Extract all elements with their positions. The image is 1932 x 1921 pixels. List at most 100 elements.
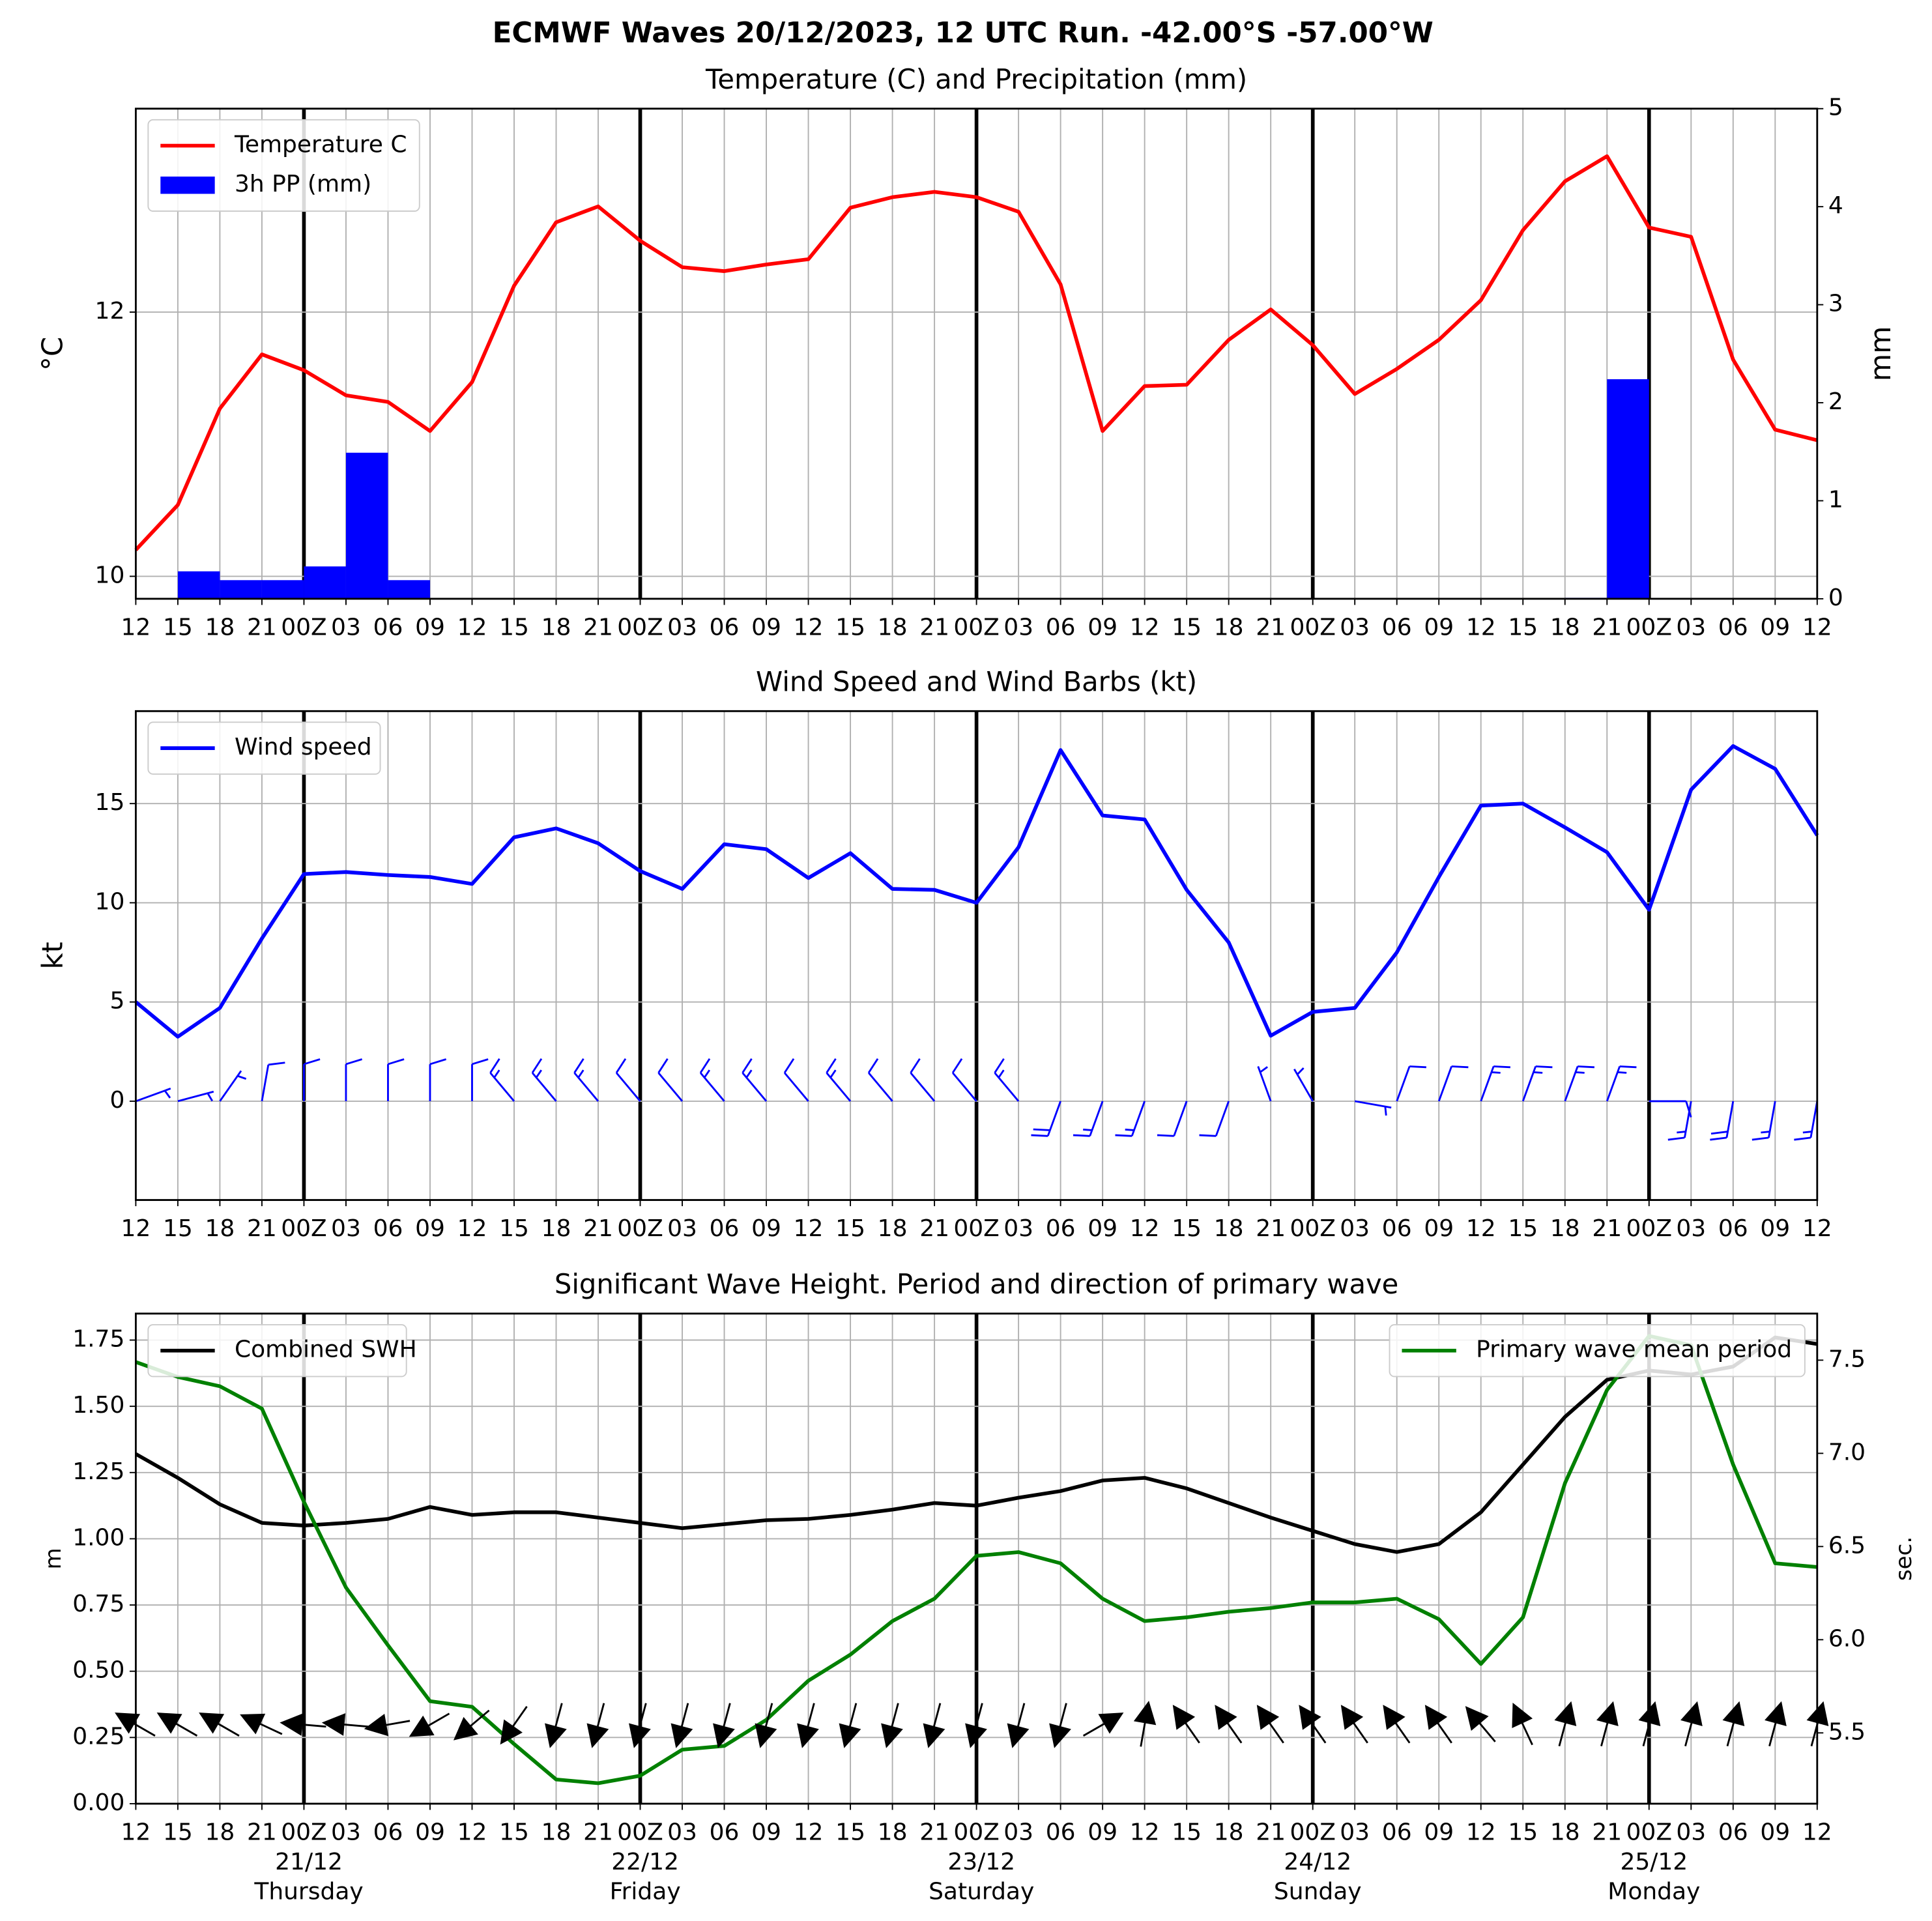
wave-arrow <box>965 1703 987 1748</box>
wave-arrow <box>670 1703 693 1748</box>
super-title: ECMWF Waves 20/12/2023, 12 UTC Run. -42.… <box>493 17 1434 50</box>
x-tick-label: 12 <box>1802 1819 1832 1845</box>
wave-arrow <box>586 1703 609 1748</box>
y-tick-label: 0 <box>109 1087 124 1114</box>
x-tick-label: 06 <box>1046 1819 1076 1845</box>
legend-label: Wind speed <box>235 734 372 760</box>
x-tick-label: 06 <box>1382 1215 1412 1242</box>
wind-barb <box>699 1058 725 1102</box>
wind-barb <box>531 1058 557 1102</box>
x-tick-label: 15 <box>1172 614 1202 641</box>
x-tick-label: 00Z <box>617 614 663 641</box>
x-tick-label: 09 <box>1760 1215 1790 1242</box>
x-tick-label: 03 <box>667 614 697 641</box>
x-tick-label: 12 <box>1130 1215 1160 1242</box>
wave-arrow <box>755 1703 777 1748</box>
y2-tick-label: 5.5 <box>1828 1718 1866 1745</box>
bar <box>1607 379 1649 599</box>
x-tick-label: 09 <box>1088 614 1117 641</box>
x-tick-label: 03 <box>1003 1215 1033 1242</box>
wind-barb <box>1199 1101 1230 1137</box>
legend-label: Combined SWH <box>235 1336 417 1363</box>
x-tick-label: 21 <box>247 614 277 641</box>
x-tick-label: 03 <box>1676 1819 1706 1845</box>
y-tick-label: 1.50 <box>72 1392 124 1419</box>
y-axis-label: m <box>40 1548 66 1569</box>
x-tick-label: 00Z <box>1626 614 1672 641</box>
x-tick-label: 00Z <box>1290 614 1335 641</box>
wave-arrow <box>1172 1705 1200 1744</box>
wave-arrow <box>1680 1701 1703 1747</box>
wind-barb <box>1710 1101 1735 1141</box>
x-tick-label: 18 <box>205 1819 235 1845</box>
wind-barb <box>1480 1065 1510 1102</box>
wave-arrow <box>1082 1712 1124 1737</box>
wind-barb <box>345 1058 363 1101</box>
bar <box>261 580 304 599</box>
y2-tick-label: 6.0 <box>1828 1625 1866 1652</box>
wave-arrow <box>797 1703 819 1748</box>
date-label: 21/12 <box>275 1849 343 1875</box>
wind-barb <box>1157 1101 1188 1137</box>
wave-arrow <box>713 1703 735 1748</box>
x-tick-label: 06 <box>373 614 403 641</box>
y2-tick-label: 3 <box>1828 291 1843 317</box>
wind-barb <box>910 1058 936 1102</box>
x-tick-label: 18 <box>205 614 235 641</box>
y-tick-label: 1.25 <box>72 1458 124 1485</box>
wave-arrow <box>629 1703 651 1748</box>
y2-tick-label: 0 <box>1828 585 1843 611</box>
x-tick-label: 12 <box>1466 1215 1496 1242</box>
day-label: Thursday <box>253 1878 363 1905</box>
x-tick-label: 21 <box>583 614 613 641</box>
wind-barb <box>489 1058 515 1102</box>
y-tick-label: 0.50 <box>72 1657 124 1684</box>
wave-arrow <box>1383 1705 1411 1744</box>
wave-arrow <box>1049 1703 1071 1748</box>
x-tick-label: 12 <box>794 1215 824 1242</box>
wave-arrow <box>923 1703 945 1748</box>
legend-box <box>147 721 381 775</box>
x-tick-label: 18 <box>1550 614 1580 641</box>
x-tick-label: 09 <box>751 614 781 641</box>
wave-arrow <box>364 1713 411 1737</box>
x-tick-label: 06 <box>1718 614 1748 641</box>
line <box>134 154 1818 551</box>
x-tick-label: 00Z <box>281 614 326 641</box>
wind-barb <box>573 1058 599 1102</box>
x-tick-label: 12 <box>1466 1819 1496 1845</box>
wave-arrow <box>1256 1705 1284 1744</box>
x-tick-label: 00Z <box>1626 1819 1672 1845</box>
x-tick-label: 21 <box>919 1215 949 1242</box>
wave-arrow <box>1554 1701 1577 1747</box>
x-tick-label: 03 <box>331 1819 361 1845</box>
x-tick-label: 00Z <box>953 1215 999 1242</box>
y-tick-label: 0.25 <box>72 1723 124 1750</box>
line <box>135 1334 1818 1785</box>
wave-arrow <box>1424 1705 1452 1744</box>
line <box>134 744 1819 1039</box>
x-tick-label: 18 <box>1214 1819 1244 1845</box>
x-tick-label: 21 <box>1256 1215 1286 1242</box>
wave-arrow <box>1638 1701 1661 1747</box>
wave-arrow <box>1512 1702 1533 1746</box>
x-tick-label: 06 <box>710 614 740 641</box>
bar <box>177 571 220 599</box>
x-tick-label: 09 <box>415 1215 445 1242</box>
wave-arrow <box>1340 1705 1368 1744</box>
wave-arrow <box>115 1712 156 1737</box>
x-tick-label: 18 <box>1550 1215 1580 1242</box>
x-tick-label: 03 <box>331 614 361 641</box>
y-tick-label: 10 <box>95 888 125 915</box>
wind-barb <box>1396 1065 1426 1102</box>
x-tick-label: 00Z <box>281 1215 326 1242</box>
x-tick-label: 21 <box>583 1819 613 1845</box>
wind-barb <box>1667 1101 1692 1141</box>
x-tick-label: 00Z <box>1626 1215 1672 1242</box>
line <box>135 1335 1818 1554</box>
x-tick-label: 12 <box>1130 1819 1160 1845</box>
x-tick-label: 09 <box>415 1819 445 1845</box>
